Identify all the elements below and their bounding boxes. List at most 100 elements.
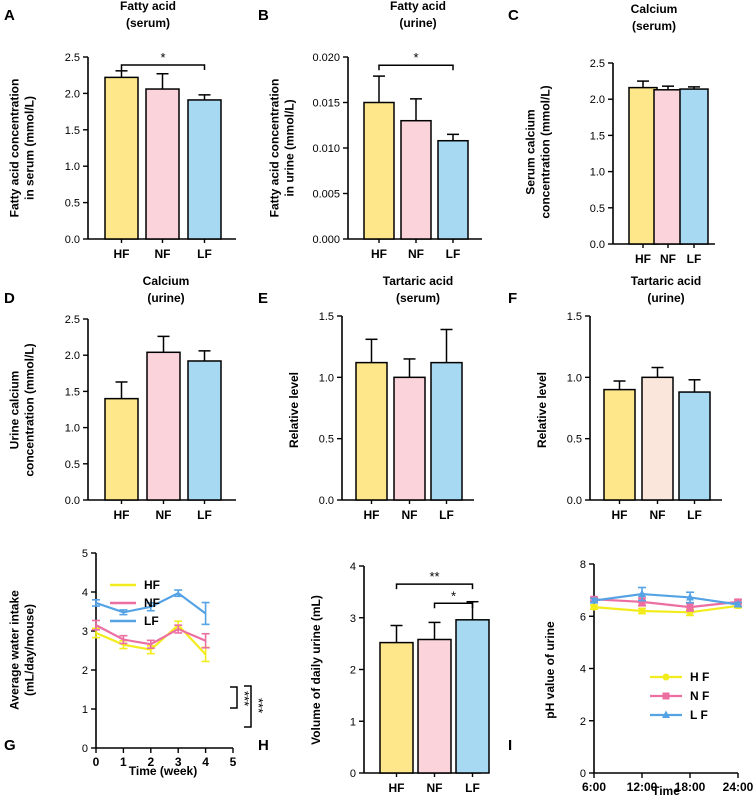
panel-b: B Fatty acid (urine) Fatty acid concentrati… bbox=[258, 0, 482, 261]
bar-lf bbox=[430, 361, 463, 501]
y-axis-label: (mL/day/mouse) bbox=[23, 604, 37, 696]
y-tick-label: 1.5 bbox=[65, 386, 80, 398]
y-tick-label: 0.0 bbox=[319, 495, 334, 507]
bar-lf bbox=[187, 360, 222, 501]
x-tick-label: NF bbox=[155, 247, 171, 261]
bar-nf bbox=[146, 351, 181, 501]
data-point bbox=[590, 603, 598, 611]
y-tick-label: 0.0 bbox=[65, 495, 80, 507]
y-tick-label: 1.0 bbox=[567, 372, 582, 384]
significance-label: ** bbox=[429, 569, 439, 584]
significance-bracket bbox=[395, 583, 474, 590]
chart-title: Calcium bbox=[631, 2, 678, 16]
chart-title: (serum) bbox=[632, 19, 676, 33]
significance-bracket bbox=[378, 64, 454, 71]
x-tick-label: 4 bbox=[202, 755, 209, 769]
data-point bbox=[590, 596, 598, 604]
legend-label: LF bbox=[144, 614, 159, 628]
y-tick-label: 0 bbox=[350, 768, 356, 780]
legend-label: L F bbox=[690, 708, 708, 722]
y-tick-label: 0.5 bbox=[319, 434, 334, 446]
x-tick-label: HF bbox=[635, 252, 651, 266]
y-axis-label: concentration (mmol/L) bbox=[23, 343, 37, 476]
y-axis-label: concentration (mmol/L) bbox=[539, 85, 553, 218]
chart-title: Tartaric acid bbox=[631, 274, 701, 288]
y-tick-label: 0.010 bbox=[312, 143, 340, 155]
bar-nf bbox=[393, 376, 426, 501]
y-axis-label: in serum (mmol/L) bbox=[23, 96, 37, 200]
x-tick-label: 6:00 bbox=[582, 780, 606, 794]
x-axis-label: Time bbox=[652, 784, 680, 798]
y-tick-label: 1.5 bbox=[567, 311, 582, 323]
significance-bracket bbox=[120, 64, 206, 71]
legend-label: NF bbox=[144, 596, 160, 610]
bar-nf bbox=[641, 376, 674, 501]
series-line-1 bbox=[593, 598, 739, 609]
data-point bbox=[638, 598, 646, 606]
panel-g: G Average water intake (mL/day/mouse) 0 1 2 3 4… bbox=[4, 548, 266, 778]
chart-title: Fatty acid bbox=[390, 0, 446, 13]
series-line-0 bbox=[593, 604, 739, 614]
panel-letter: I bbox=[508, 737, 512, 754]
y-tick-label: 2.0 bbox=[590, 94, 605, 106]
x-tick-label: 3 bbox=[175, 755, 182, 769]
y-tick-label: 1 bbox=[82, 704, 88, 716]
y-tick-label: 0.015 bbox=[312, 98, 340, 110]
y-axis-label: Fatty acid concentration bbox=[8, 79, 22, 218]
chart-title: Fatty acid bbox=[120, 0, 176, 13]
y-tick-label: 0.0 bbox=[65, 234, 80, 246]
x-tick-label: NF bbox=[660, 252, 676, 266]
data-point bbox=[638, 589, 646, 598]
x-tick-label: 5 bbox=[230, 755, 237, 769]
y-tick-label: 2.5 bbox=[590, 58, 605, 70]
x-tick-label: LF bbox=[687, 252, 702, 266]
significance-label: * bbox=[160, 50, 165, 65]
x-tick-label: 18:00 bbox=[675, 780, 706, 794]
y-tick-label: 3 bbox=[350, 613, 356, 625]
x-tick-label: HF bbox=[371, 247, 387, 261]
chart-title: (serum) bbox=[126, 16, 170, 30]
x-tick-label: NF bbox=[156, 508, 172, 522]
legend-marker bbox=[662, 673, 670, 681]
y-tick-label: 5 bbox=[82, 548, 88, 560]
panel-letter: E bbox=[258, 290, 268, 307]
panel-letter: G bbox=[4, 737, 16, 754]
bar-hf bbox=[104, 397, 139, 501]
x-tick-label: NF bbox=[402, 508, 418, 522]
panel-letter: H bbox=[258, 737, 269, 754]
significance-label: * bbox=[451, 588, 456, 603]
y-tick-label: 0 bbox=[580, 768, 586, 780]
bar-lf bbox=[437, 139, 469, 240]
panel-c: C Calcium (serum) Serum calcium concentratio… bbox=[508, 2, 715, 266]
x-tick-label: NF bbox=[427, 781, 443, 795]
y-tick-label: 1.5 bbox=[65, 125, 80, 137]
panel-letter: C bbox=[508, 7, 519, 24]
y-tick-label: 1.0 bbox=[65, 161, 80, 173]
x-tick-label: HF bbox=[114, 508, 130, 522]
y-tick-label: 0.000 bbox=[312, 234, 340, 246]
y-tick-label: 2.5 bbox=[65, 314, 80, 326]
y-tick-label: 0.5 bbox=[567, 434, 582, 446]
bar-lf bbox=[455, 619, 490, 774]
y-tick-label: 2 bbox=[82, 665, 88, 677]
x-tick-label: 1 bbox=[120, 755, 127, 769]
y-tick-label: 2.0 bbox=[65, 350, 80, 362]
bar-hf bbox=[628, 86, 658, 245]
y-tick-label: 1.5 bbox=[590, 130, 605, 142]
y-tick-label: 1.0 bbox=[319, 372, 334, 384]
x-tick-label: 0 bbox=[93, 755, 100, 769]
y-axis-label: Relative level bbox=[287, 372, 301, 448]
x-axis-label: Time (week) bbox=[129, 764, 197, 778]
series-line-2 bbox=[593, 592, 739, 606]
panel-e: E Tartaric acid (serum) Relative level 0.0 0.… bbox=[258, 274, 474, 522]
y-tick-label: 0.5 bbox=[590, 203, 605, 215]
x-tick-label: LF bbox=[197, 508, 212, 522]
panel-d: D Calcium (urine) Urine calcium concentratio… bbox=[4, 274, 236, 522]
legend-marker bbox=[662, 710, 670, 718]
x-tick-label: LF bbox=[446, 247, 461, 261]
bar-nf bbox=[417, 638, 452, 774]
chart-title: (urine) bbox=[399, 16, 436, 30]
data-point bbox=[638, 607, 646, 615]
panel-f: F Tartaric acid (urine) Relative level 0.0 0.… bbox=[508, 274, 722, 522]
y-tick-label: 1.5 bbox=[319, 311, 334, 323]
